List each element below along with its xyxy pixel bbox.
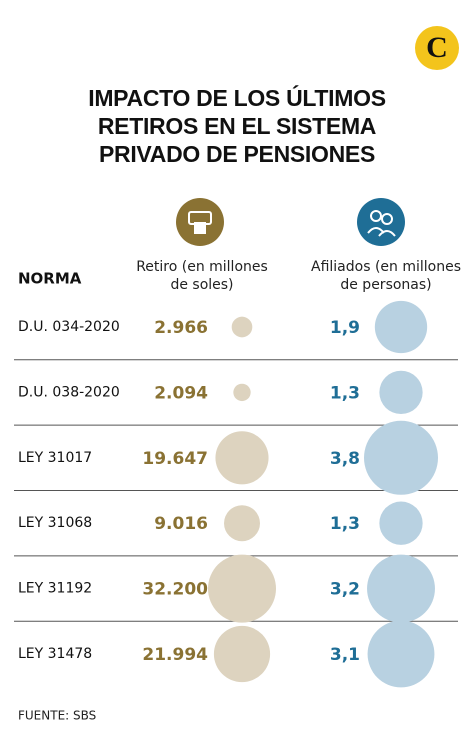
category-label: LEY 31192 bbox=[18, 581, 92, 597]
bubble bbox=[379, 501, 423, 545]
value-label: 3,2 bbox=[330, 580, 360, 600]
afiliados-icon-glyph bbox=[367, 227, 396, 237]
retiro-icon-glyph bbox=[194, 222, 206, 234]
value-label: 3,1 bbox=[330, 645, 360, 665]
value-label: 21.994 bbox=[142, 645, 208, 665]
value-label: 1,3 bbox=[330, 383, 360, 403]
title: IMPACTO DE LOS ÚLTIMOS RETIROS EN EL SIS… bbox=[88, 85, 386, 167]
category-label: LEY 31068 bbox=[18, 515, 92, 531]
series-header: Retiro (en millones de soles) bbox=[136, 259, 268, 293]
afiliados-icon-glyph bbox=[381, 213, 393, 225]
bubble bbox=[208, 554, 276, 623]
category-label: D.U. 034-2020 bbox=[18, 319, 120, 335]
bubble bbox=[374, 300, 428, 354]
bubble bbox=[233, 383, 251, 402]
value-label: 32.200 bbox=[142, 580, 208, 600]
source: FUENTE: SBS bbox=[18, 709, 96, 723]
afiliados-icon bbox=[357, 198, 405, 246]
category-label: LEY 31478 bbox=[18, 646, 92, 662]
bubble bbox=[379, 370, 423, 415]
category-label: LEY 31017 bbox=[18, 450, 92, 466]
value-label: 1,9 bbox=[330, 318, 360, 338]
logo-badge bbox=[415, 26, 459, 70]
bubble bbox=[367, 554, 435, 623]
bubble bbox=[213, 625, 271, 683]
afiliados-icon-glyph bbox=[370, 210, 382, 222]
bubble bbox=[224, 505, 260, 542]
logo: C bbox=[426, 31, 448, 64]
series-header: Afiliados (en millones de personas) bbox=[311, 259, 462, 293]
value-label: 19.647 bbox=[142, 449, 208, 469]
category-header: NORMA bbox=[18, 270, 82, 288]
value-label: 2.094 bbox=[154, 383, 208, 403]
value-label: 9.016 bbox=[154, 514, 208, 534]
value-label: 1,3 bbox=[330, 514, 360, 534]
bubble bbox=[231, 316, 253, 338]
value-label: 2.966 bbox=[154, 318, 208, 338]
bubble bbox=[215, 431, 269, 485]
bubble bbox=[364, 420, 438, 495]
bubble bbox=[367, 620, 435, 688]
value-label: 3,8 bbox=[330, 449, 360, 469]
category-label: D.U. 038-2020 bbox=[18, 384, 120, 400]
